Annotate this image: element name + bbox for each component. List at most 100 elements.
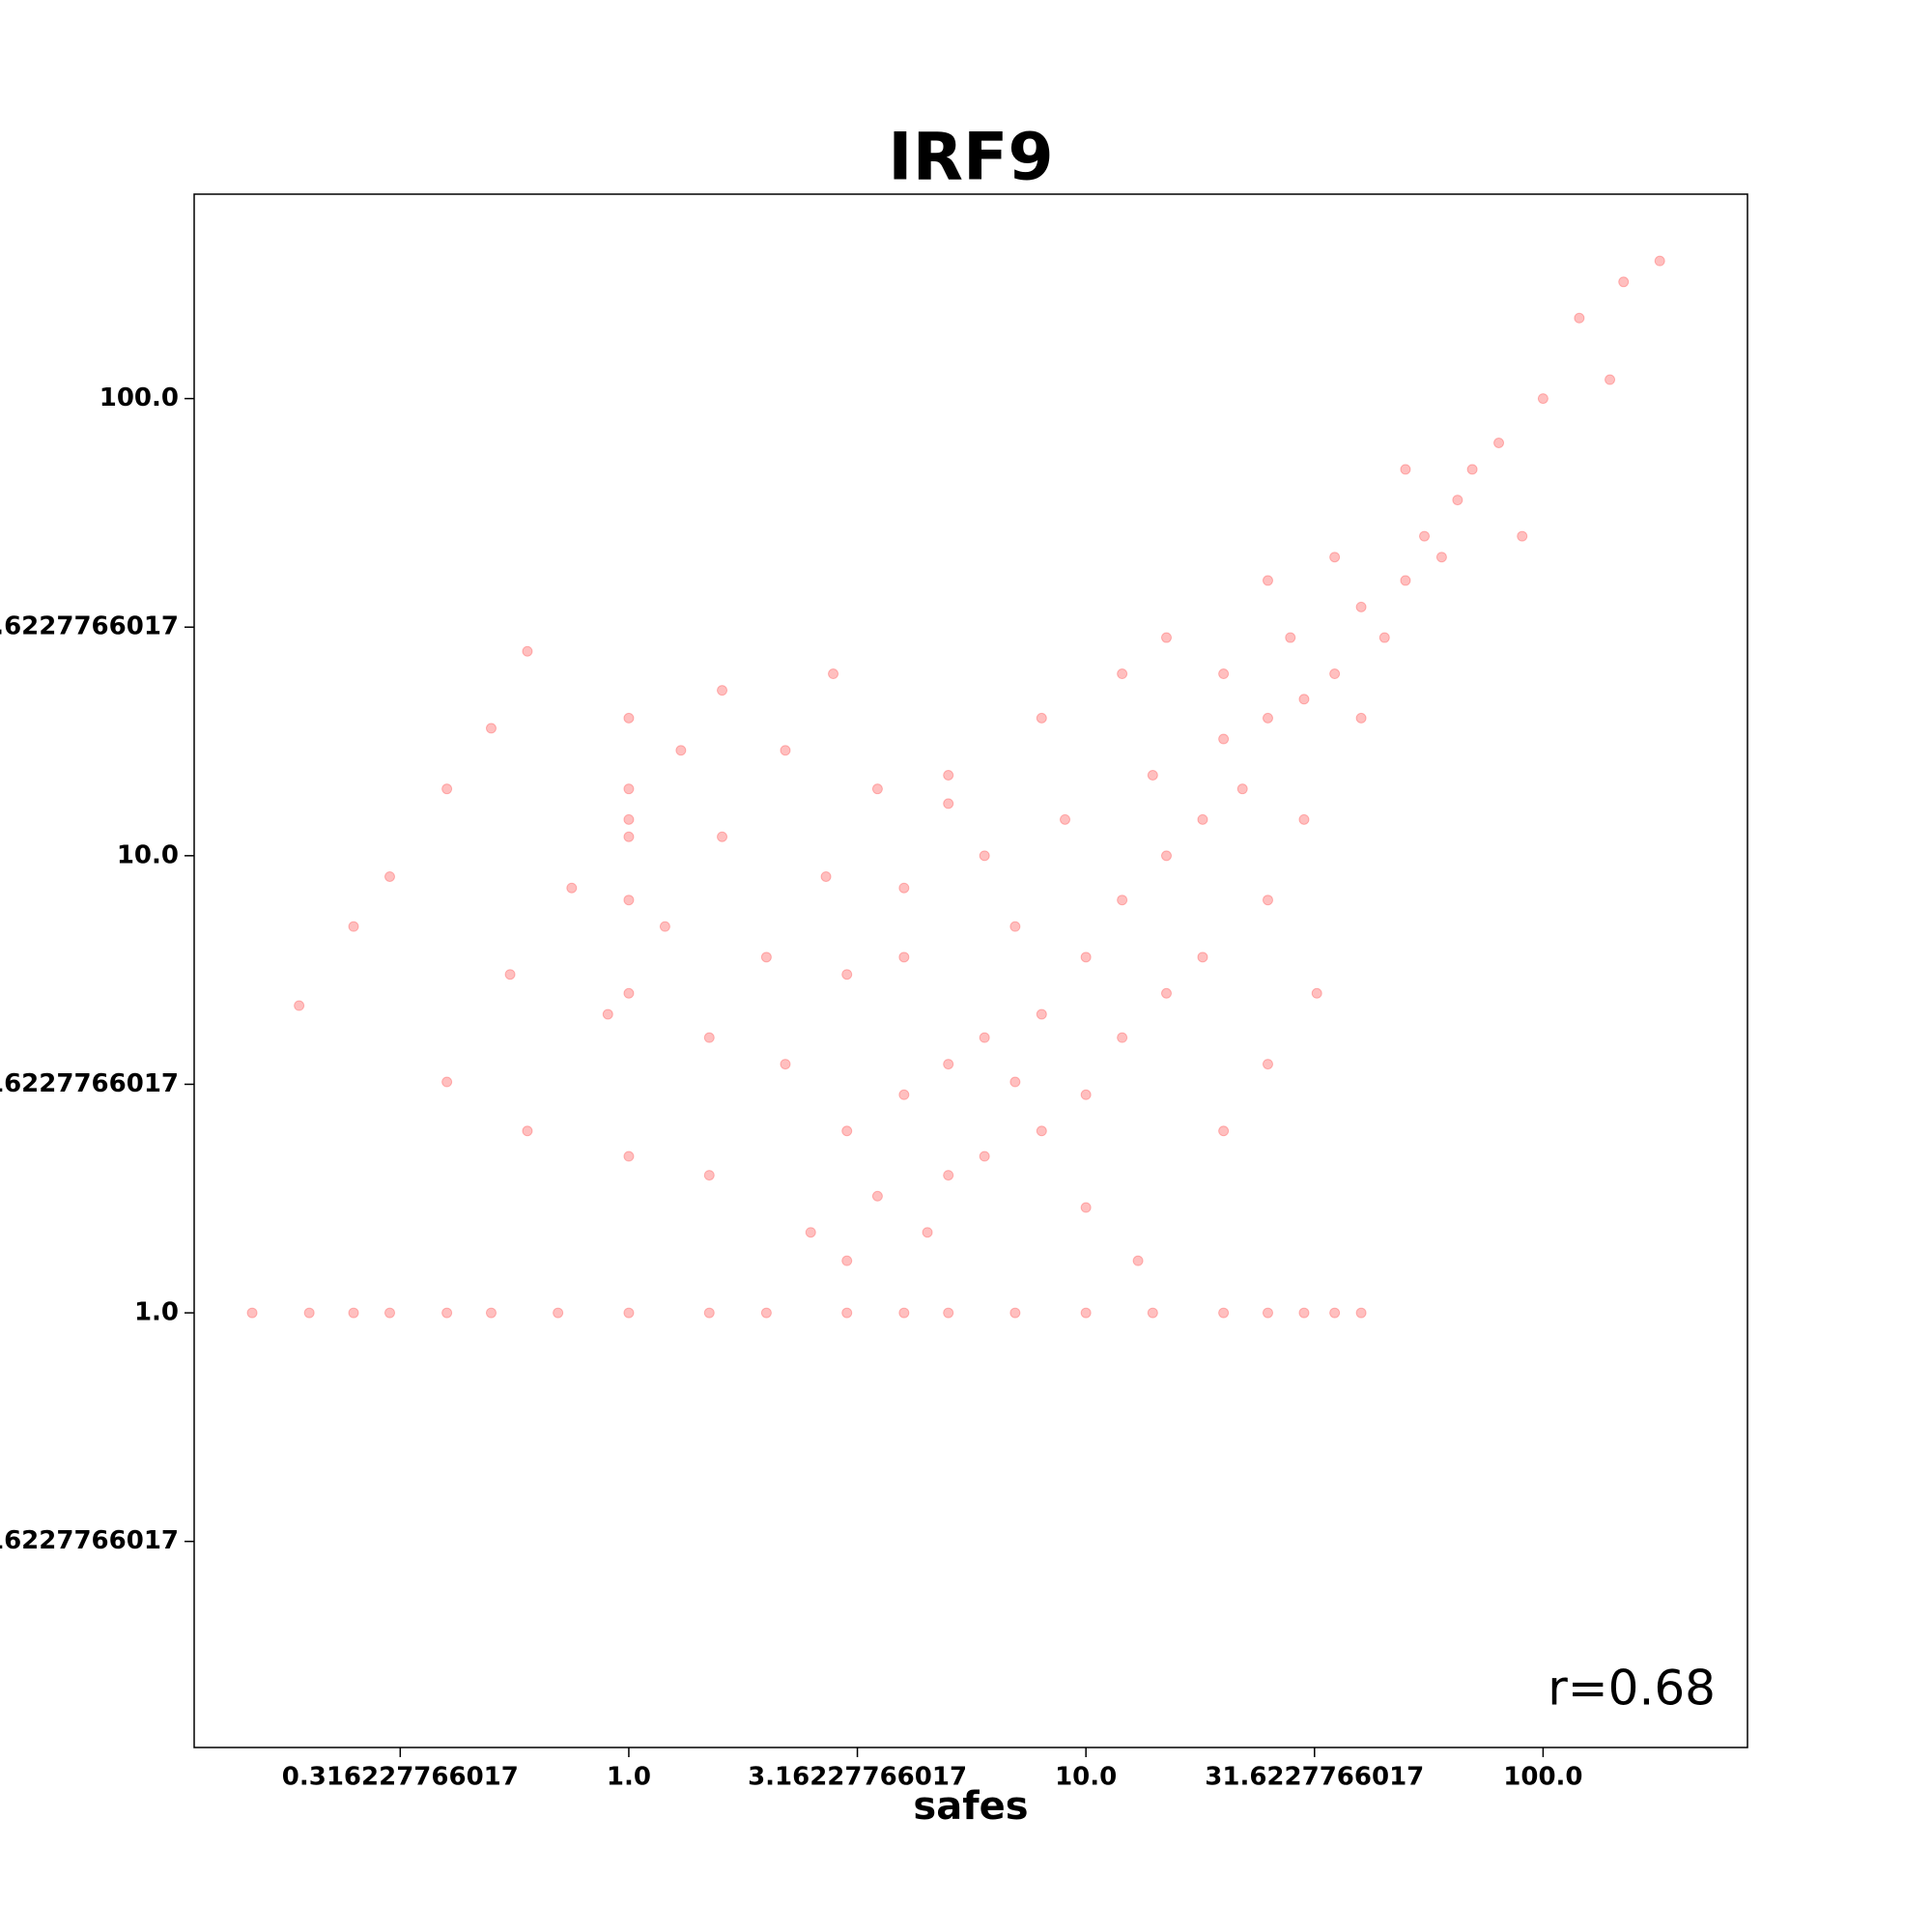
point — [1329, 552, 1341, 563]
annotation: r=0.68 — [1548, 1661, 1716, 1717]
x-tick-label: 1.0 — [607, 1763, 651, 1792]
point — [1160, 850, 1172, 862]
point — [1080, 1307, 1092, 1319]
point — [1298, 694, 1310, 705]
point — [623, 987, 635, 999]
point — [1060, 813, 1071, 825]
point — [602, 1009, 613, 1020]
point — [979, 1032, 990, 1043]
point — [1236, 783, 1248, 795]
point — [1378, 632, 1390, 643]
point — [1355, 1307, 1367, 1319]
y-tick-label: 1.0 — [134, 1298, 179, 1327]
point — [553, 1307, 564, 1319]
point — [1117, 895, 1128, 906]
point — [522, 645, 533, 657]
point — [780, 1059, 791, 1070]
x-tick-label: 10.0 — [1055, 1763, 1117, 1792]
point — [246, 1307, 258, 1319]
point — [805, 1227, 816, 1238]
x-axis-label: safes — [913, 1784, 1028, 1829]
point — [441, 1076, 453, 1088]
point — [1009, 1076, 1021, 1088]
point — [871, 1190, 883, 1202]
point — [1285, 632, 1296, 643]
point — [841, 1255, 853, 1266]
point — [1218, 1307, 1230, 1319]
point — [384, 1307, 395, 1319]
point — [623, 895, 635, 906]
point — [1147, 770, 1158, 781]
point — [1400, 464, 1411, 475]
point — [441, 1307, 453, 1319]
y-tick-label: 31.6227766017 — [0, 612, 179, 641]
y-tick-label: 0.316227766017 — [0, 1526, 179, 1555]
point — [1537, 393, 1548, 405]
point — [1218, 733, 1230, 745]
point — [294, 1000, 305, 1011]
point — [348, 921, 359, 932]
y-tick-label: 100.0 — [99, 384, 179, 412]
point — [1400, 575, 1411, 586]
point — [1452, 495, 1463, 506]
point — [1262, 712, 1273, 724]
point — [1218, 668, 1230, 680]
point — [979, 1151, 990, 1162]
plot-frame — [193, 193, 1748, 1748]
point — [1218, 1125, 1230, 1137]
point — [1493, 437, 1505, 448]
point — [1517, 530, 1528, 542]
point — [1329, 1307, 1341, 1319]
point — [623, 712, 635, 724]
point — [1355, 601, 1367, 612]
point — [1605, 374, 1616, 385]
point — [1147, 1307, 1158, 1319]
point — [943, 770, 954, 781]
point — [623, 783, 635, 795]
x-tick-label: 31.6227766017 — [1205, 1763, 1424, 1792]
point — [979, 850, 990, 862]
point — [485, 723, 497, 734]
point — [504, 969, 516, 980]
x-tick-label: 100.0 — [1503, 1763, 1582, 1792]
point — [841, 969, 853, 980]
point — [820, 870, 832, 882]
point — [623, 1151, 635, 1162]
point — [717, 831, 728, 842]
point — [1160, 632, 1172, 643]
point — [1009, 921, 1021, 932]
point — [898, 1089, 910, 1100]
point — [943, 798, 954, 810]
point — [348, 1307, 359, 1319]
point — [485, 1307, 497, 1319]
point — [1080, 1202, 1092, 1213]
point — [441, 783, 453, 795]
point — [943, 1307, 954, 1319]
point — [384, 870, 395, 882]
point — [1298, 813, 1310, 825]
point — [1654, 255, 1665, 267]
point — [675, 745, 687, 756]
point — [623, 1307, 635, 1319]
point — [1009, 1307, 1021, 1319]
point — [1262, 575, 1273, 586]
point — [659, 921, 670, 932]
point — [898, 952, 910, 963]
point — [1080, 1089, 1092, 1100]
point — [1036, 712, 1047, 724]
point — [898, 1307, 910, 1319]
point — [760, 1307, 772, 1319]
point — [1117, 1032, 1128, 1043]
point — [1080, 952, 1092, 963]
point — [1574, 312, 1585, 324]
y-tick-label: 10.0 — [117, 840, 179, 869]
point — [1435, 552, 1447, 563]
point — [623, 813, 635, 825]
point — [1311, 987, 1322, 999]
y-tick-label: 3.16227766017 — [0, 1069, 179, 1098]
point — [717, 685, 728, 696]
point — [1132, 1255, 1144, 1266]
point — [943, 1059, 954, 1070]
point — [1036, 1125, 1047, 1137]
